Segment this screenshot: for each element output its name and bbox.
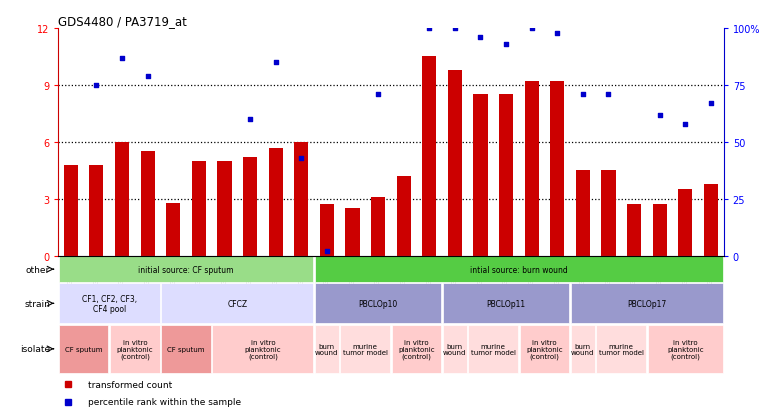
Bar [59,284,159,323]
Bar [652,205,666,256]
Bar [161,284,313,323]
Bar [166,203,180,256]
Text: initial source: CF sputum: initial source: CF sputum [139,265,234,274]
Bar [550,82,564,256]
Point [526,26,538,32]
Bar [423,57,437,256]
Bar [519,325,570,373]
Bar [315,325,339,373]
Point [423,26,436,32]
Bar [217,161,231,256]
Bar [443,325,467,373]
Text: GDS4480 / PA3719_at: GDS4480 / PA3719_at [58,15,187,28]
Bar [627,205,641,256]
Bar [63,165,78,256]
Bar [525,82,539,256]
Bar [90,165,104,256]
Bar [448,71,462,256]
Point [142,74,154,80]
Bar [243,158,257,256]
Bar [115,142,129,256]
Text: PBCLOp11: PBCLOp11 [487,299,526,308]
Bar [141,152,155,256]
Bar [212,325,313,373]
Text: CF sputum: CF sputum [65,346,102,352]
Text: PBCLOp10: PBCLOp10 [358,299,398,308]
Bar [601,171,615,256]
Text: burn
wound: burn wound [571,343,594,355]
Text: CFCZ: CFCZ [228,299,248,308]
Bar [443,284,570,323]
Bar [294,142,308,256]
Point [372,91,384,98]
Point [577,91,589,98]
Bar [320,205,334,256]
Bar [315,256,723,282]
Text: intial source: burn wound: intial source: burn wound [470,265,568,274]
Bar [571,284,723,323]
Point [116,55,128,62]
Text: in vitro
planktonic
(control): in vitro planktonic (control) [245,339,281,359]
Bar [371,197,385,256]
Bar [192,161,206,256]
Text: PBCLOp17: PBCLOp17 [627,299,666,308]
Point [91,82,103,89]
Point [320,248,333,255]
Bar [59,325,108,373]
Text: in vitro
planktonic
(control): in vitro planktonic (control) [526,339,563,359]
Bar [269,148,283,256]
Bar [468,325,518,373]
Text: CF1, CF2, CF3,
CF4 pool: CF1, CF2, CF3, CF4 pool [82,294,137,313]
Bar [110,325,159,373]
Text: in vitro
planktonic
(control): in vitro planktonic (control) [667,339,704,359]
Point [679,121,691,128]
Text: other: other [26,265,50,274]
Bar [576,171,590,256]
Bar [59,256,313,282]
Point [500,41,512,48]
Point [704,100,717,107]
Text: transformed count: transformed count [88,380,173,389]
Bar [396,177,411,256]
Bar [474,95,488,256]
Text: in vitro
planktonic
(control): in vitro planktonic (control) [117,339,153,359]
Point [474,35,487,41]
Bar [648,325,723,373]
Bar [161,325,211,373]
Text: burn
wound: burn wound [315,343,338,355]
Point [295,155,307,161]
Bar [345,209,359,256]
Text: percentile rank within the sample: percentile rank within the sample [88,397,241,406]
Point [653,112,666,119]
Bar [341,325,390,373]
Point [269,59,282,66]
Text: murine
tumor model: murine tumor model [343,343,388,355]
Text: murine
tumor model: murine tumor model [471,343,515,355]
Bar [571,325,595,373]
Bar [597,325,646,373]
Point [602,91,615,98]
Text: isolate: isolate [20,344,50,354]
Bar [392,325,441,373]
Text: in vitro
planktonic
(control): in vitro planktonic (control) [398,339,435,359]
Bar [704,184,718,256]
Point [551,30,563,37]
Bar [678,190,692,256]
Text: burn
wound: burn wound [444,343,467,355]
Text: strain: strain [24,299,50,308]
Point [244,116,256,123]
Text: murine
tumor model: murine tumor model [599,343,644,355]
Bar [499,95,513,256]
Point [449,26,461,32]
Bar [315,284,441,323]
Text: CF sputum: CF sputum [167,346,205,352]
